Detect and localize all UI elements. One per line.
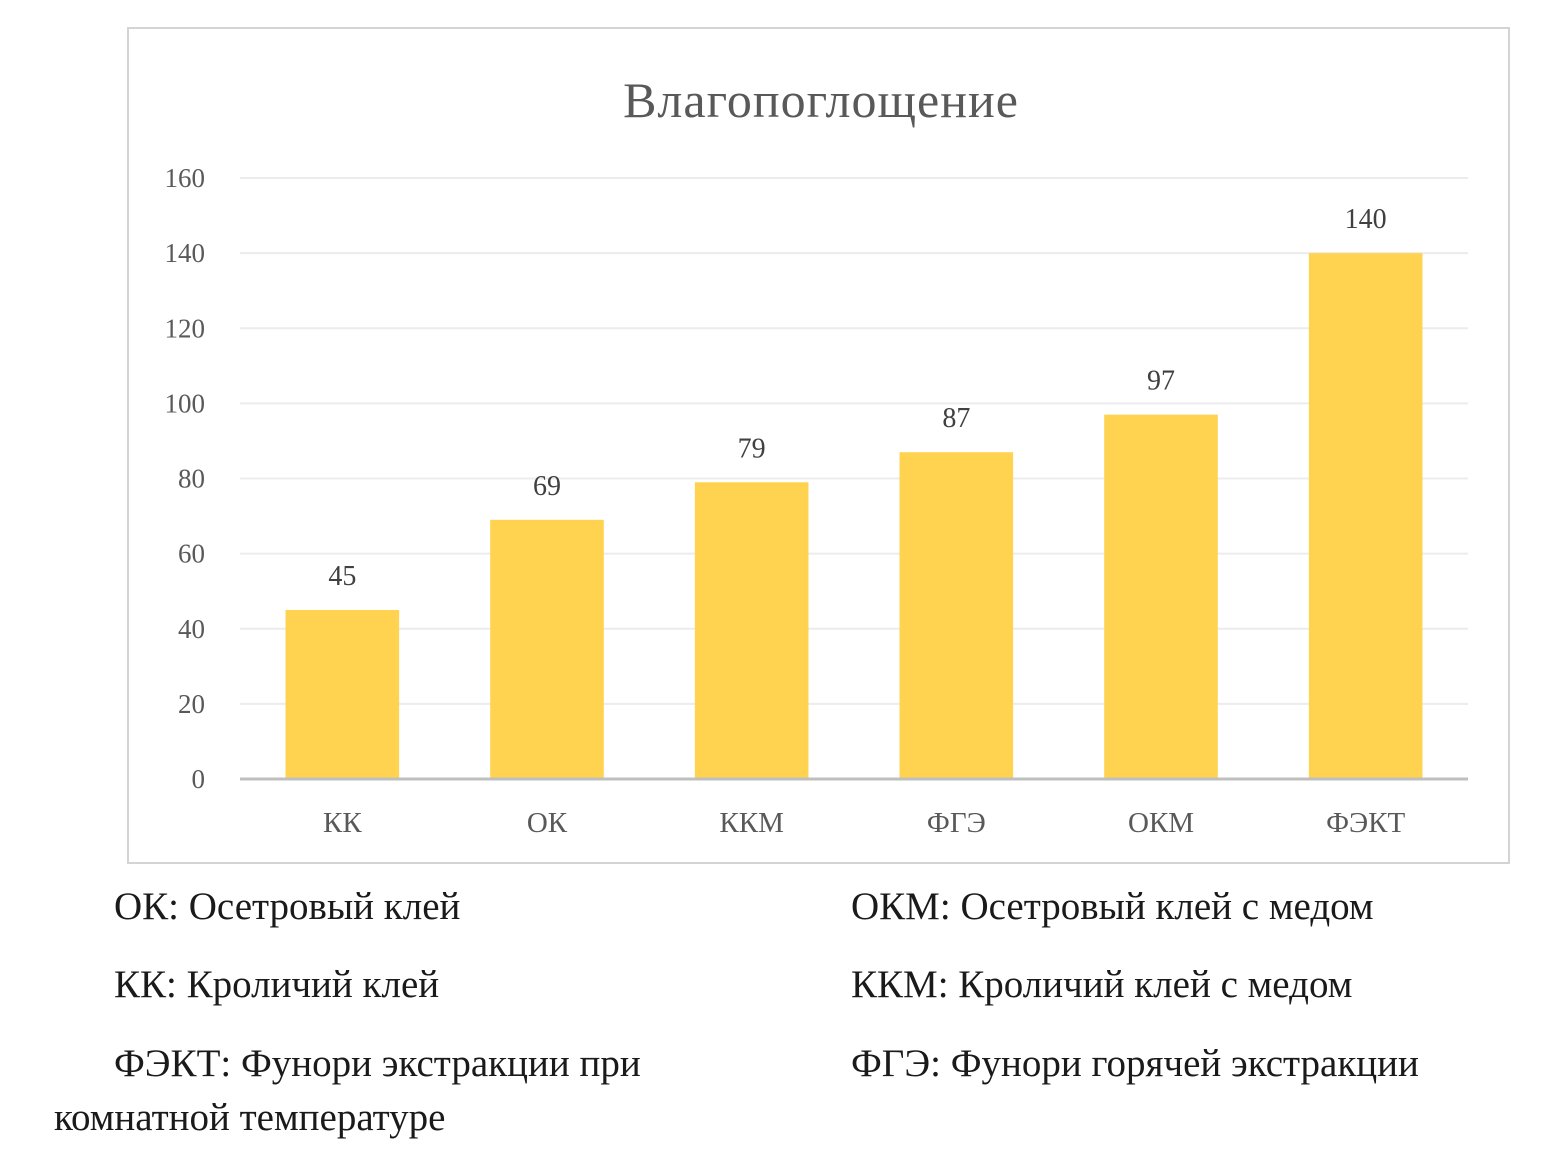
bars <box>285 253 1423 779</box>
y-tick-label: 120 <box>165 313 206 343</box>
y-tick-label: 140 <box>165 238 206 268</box>
note-kk: КК: Кроличий клей <box>114 963 440 1006</box>
bar-5 <box>1104 414 1218 779</box>
y-tick-label: 100 <box>165 388 206 418</box>
x-tick-label: ККМ <box>719 807 783 839</box>
gridlines <box>240 177 1468 705</box>
note-fekt-line1: ФЭКТ: Фунори экстракции при <box>114 1042 641 1085</box>
y-tick-label: 60 <box>178 539 205 569</box>
data-label: 140 <box>1345 204 1387 235</box>
y-tick-label: 160 <box>165 163 206 193</box>
y-tick-label: 40 <box>178 614 205 644</box>
y-tick-label: 20 <box>178 689 205 719</box>
y-tick-label: 0 <box>192 764 206 794</box>
chart-frame: 0 20 40 60 80 100 120 140 160 45 КК 69 ОК 79 ККМ 87 ФГЭ 9… <box>127 27 1510 864</box>
bar-3 <box>694 482 809 779</box>
x-tick-label: ОКМ <box>1128 807 1194 839</box>
x-tick-label: ОК <box>527 807 568 839</box>
x-tick-label: ФЭКТ <box>1326 807 1405 839</box>
data-label: 45 <box>328 561 356 592</box>
y-tick-label: 80 <box>178 464 205 494</box>
bar-chart: 0 20 40 60 80 100 120 140 160 45 КК 69 ОК 79 ККМ 87 ФГЭ 9… <box>165 72 1468 839</box>
chart-title: Влагопоглощение <box>623 72 1019 128</box>
note-fekt-line2: комнатной температуре <box>54 1096 446 1139</box>
x-tick-label: КК <box>323 807 362 839</box>
data-label: 97 <box>1147 366 1175 397</box>
data-label: 69 <box>533 471 561 502</box>
chart-labels: 0 20 40 60 80 100 120 140 160 45 КК 69 ОК 79 ККМ 87 ФГЭ 9… <box>165 163 1406 839</box>
data-label: 79 <box>738 433 766 464</box>
data-label: 87 <box>942 403 970 434</box>
note-okm: ОКМ: Осетровый клей с медом <box>851 885 1374 928</box>
bar-6 <box>1308 253 1423 779</box>
note-ok: ОК: Осетровый клей <box>114 885 461 928</box>
bar-2 <box>490 519 604 779</box>
bar-1 <box>285 609 400 779</box>
note-fge: ФГЭ: Фунори горячей экстракции <box>851 1042 1419 1085</box>
bar-4 <box>899 452 1014 779</box>
note-kkm: ККМ: Кроличий клей с медом <box>851 963 1353 1006</box>
x-tick-label: ФГЭ <box>927 807 986 839</box>
